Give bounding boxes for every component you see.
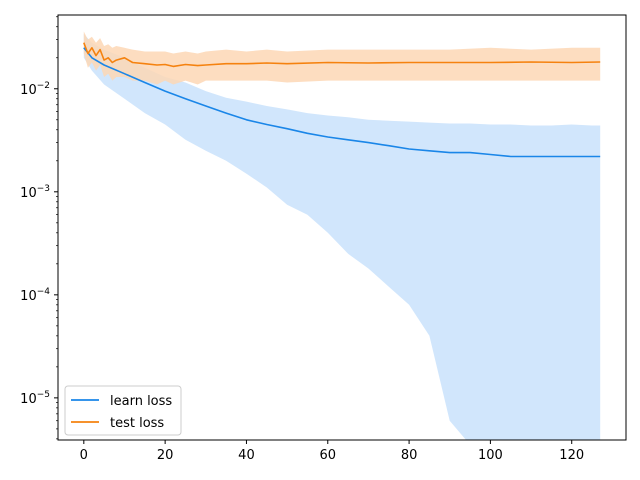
learn-loss-band bbox=[83, 34, 601, 440]
x-tick-label: 80 bbox=[401, 448, 418, 463]
plot-frame bbox=[57, 14, 627, 441]
x-tick-label: 120 bbox=[559, 448, 584, 463]
series-lines bbox=[83, 42, 601, 158]
x-tick-label: 60 bbox=[319, 448, 336, 463]
x-tick-label: 0 bbox=[80, 448, 88, 463]
x-tick-label: 100 bbox=[478, 448, 503, 463]
y-tick-label: 10−4 bbox=[20, 287, 50, 304]
y-tick-label: 10−5 bbox=[20, 390, 50, 407]
learn-loss-line bbox=[83, 47, 601, 158]
legend: learn loss test loss bbox=[64, 385, 182, 436]
x-tick-label: 20 bbox=[157, 448, 174, 463]
legend-label-test-loss: test loss bbox=[110, 416, 164, 431]
legend-label-learn-loss: learn loss bbox=[110, 394, 172, 409]
y-axis: 10−5 10−4 10−3 10−2 bbox=[20, 16, 58, 440]
x-tick-label: 40 bbox=[238, 448, 255, 463]
test-loss-line bbox=[83, 42, 601, 68]
x-axis: 0 20 40 60 80 100 120 bbox=[80, 440, 584, 463]
test-loss-band bbox=[83, 31, 601, 85]
confidence-bands bbox=[83, 31, 601, 440]
y-tick-label: 10−2 bbox=[20, 81, 50, 98]
y-tick-label: 10−3 bbox=[20, 184, 50, 201]
